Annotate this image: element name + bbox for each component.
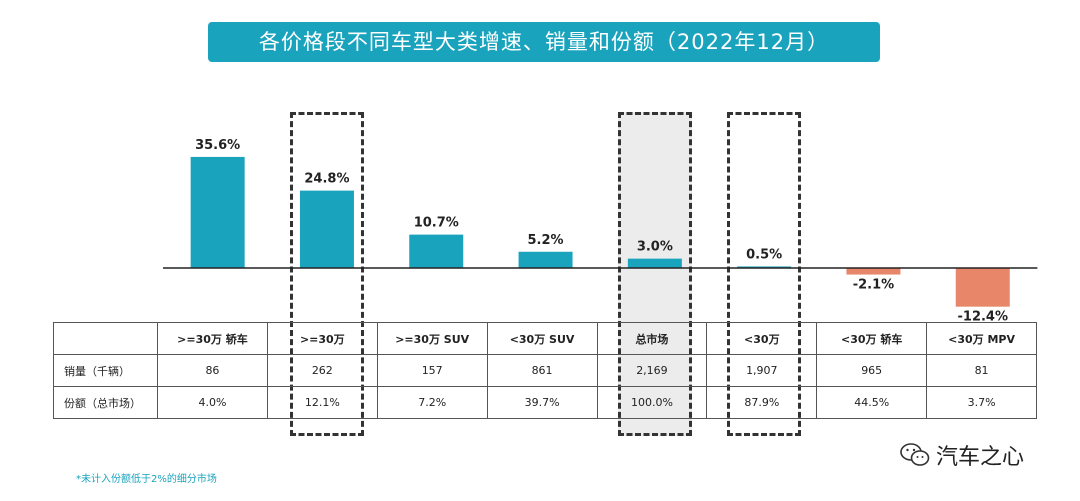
table-cell: 7.2% (376, 386, 488, 419)
bar (518, 251, 573, 268)
table-cell: 965 (816, 354, 928, 387)
category-header-cell: 总市场 (596, 322, 708, 355)
category-header-cell: >=30万 SUV (376, 322, 488, 355)
table-header-row: >=30万 轿车 >=30万 >=30万 SUV <30万 SUV 总市场 <30万 <30… (53, 322, 1037, 355)
row-label-cell: 销量（千辆） (53, 354, 158, 387)
data-label: -2.1% (853, 278, 894, 293)
table-cell: 3.7% (926, 386, 1037, 419)
highlight-box (289, 112, 364, 436)
table-cell: 2,169 (596, 354, 708, 387)
table-cell: 44.5% (816, 386, 928, 419)
bar (737, 266, 792, 268)
account-watermark: 汽车之心 (900, 440, 1060, 470)
bar (627, 258, 682, 268)
table-cell: 100.0% (596, 386, 708, 419)
table-cell: 39.7% (486, 386, 598, 419)
bar-chart: 35.6% 24.8% 10.7% 5.2% 3.0% 0.5% -2.1% -12.4% (163, 138, 1038, 325)
category-header-cell: <30万 轿车 (816, 322, 928, 355)
table-cell: 4.0% (157, 386, 268, 419)
data-label: 24.8% (304, 172, 349, 187)
table-cell: 861 (486, 354, 598, 387)
table-cell: 12.1% (266, 386, 378, 419)
account-name: 汽车之心 (936, 445, 1025, 470)
data-label: 35.6% (195, 138, 240, 153)
data-label: 3.0% (637, 240, 673, 255)
bar (846, 268, 901, 275)
data-label: 0.5% (746, 247, 782, 262)
category-header-cell: <30万 (706, 322, 818, 355)
data-label: -12.4% (958, 310, 1009, 325)
table-corner-cell (53, 322, 158, 355)
wechat-icon (900, 443, 930, 466)
table-cell: 262 (266, 354, 378, 387)
table-row: 份额（总市场） 4.0% 12.1% 7.2% 39.7% 100.0% 87.9% 44.5… (53, 386, 1037, 419)
footnote: *未计入份额低于2%的细分市场 (76, 474, 217, 485)
category-header-cell: <30万 SUV (486, 322, 598, 355)
table-cell: 86 (157, 354, 268, 387)
table-cell: 87.9% (706, 386, 818, 419)
table-cell: 157 (376, 354, 488, 387)
table-row: 销量（千辆） 86 262 157 861 2,169 1,907 965 81 (53, 354, 1037, 387)
data-label: 10.7% (414, 216, 459, 231)
bar (955, 268, 1010, 307)
table-cell: 1,907 (706, 354, 818, 387)
bar (409, 234, 464, 268)
category-header-cell: >=30万 (266, 322, 378, 355)
table-cell: 81 (926, 354, 1037, 387)
data-label: 5.2% (528, 233, 564, 248)
bar (190, 156, 245, 268)
highlight-box (727, 112, 802, 436)
bar (299, 190, 354, 268)
chart-title: 各价格段不同车型大类增速、销量和份额（2022年12月） (208, 22, 880, 62)
row-label-cell: 份额（总市场） (53, 386, 158, 419)
data-table: >=30万 轿车 >=30万 >=30万 SUV <30万 SUV 总市场 <30万 <30… (53, 322, 1037, 419)
category-header-cell: >=30万 轿车 (157, 322, 268, 355)
category-header-cell: <30万 MPV (926, 322, 1037, 355)
